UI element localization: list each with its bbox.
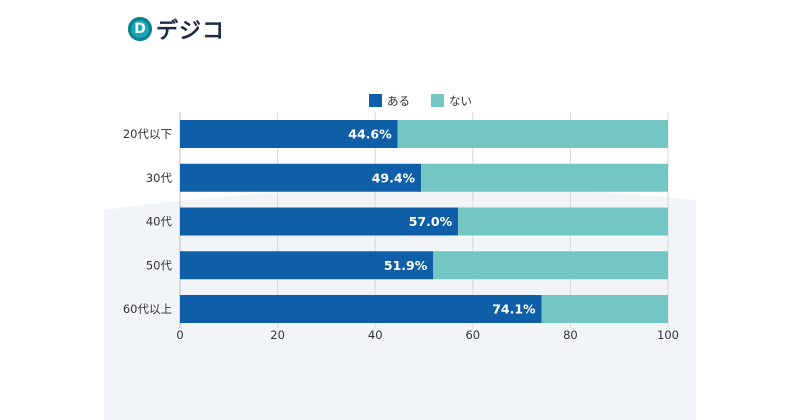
bar-nai xyxy=(421,163,668,192)
legend-label: ある xyxy=(387,94,410,108)
bar-nai xyxy=(541,295,668,323)
x-tick-label: 40 xyxy=(368,328,383,342)
bar-nai xyxy=(458,207,668,236)
x-tick-label: 0 xyxy=(176,328,183,342)
bar-aru xyxy=(180,251,434,280)
bar-aru xyxy=(180,207,459,236)
bar-nai xyxy=(397,120,668,148)
bar-aru xyxy=(180,120,398,148)
data-label: 74.1% xyxy=(492,302,536,317)
logo-icon: D xyxy=(128,17,152,41)
category-label: 50代 xyxy=(146,258,173,272)
x-tick-label: 80 xyxy=(563,328,578,342)
category-label: 30代 xyxy=(146,171,173,185)
x-tick-label: 20 xyxy=(270,328,285,342)
bar-aru xyxy=(180,295,542,323)
bar-nai xyxy=(433,251,668,280)
data-label: 49.4% xyxy=(372,170,416,185)
legend-label: ない xyxy=(449,94,472,108)
data-label: 51.9% xyxy=(384,258,428,273)
data-label: 44.6% xyxy=(348,127,392,142)
logo-text: デジコ xyxy=(156,19,226,44)
category-label: 40代 xyxy=(146,215,173,229)
legend-swatch xyxy=(431,94,444,107)
data-label: 57.0% xyxy=(409,214,453,229)
category-label: 20代以下 xyxy=(123,127,172,141)
legend-swatch xyxy=(369,94,382,107)
bar-aru xyxy=(180,163,422,192)
brand-logo: D デジコ xyxy=(128,14,225,44)
x-tick-label: 60 xyxy=(465,328,480,342)
category-label: 60代以上 xyxy=(123,302,172,316)
x-tick-label: 100 xyxy=(657,328,679,342)
